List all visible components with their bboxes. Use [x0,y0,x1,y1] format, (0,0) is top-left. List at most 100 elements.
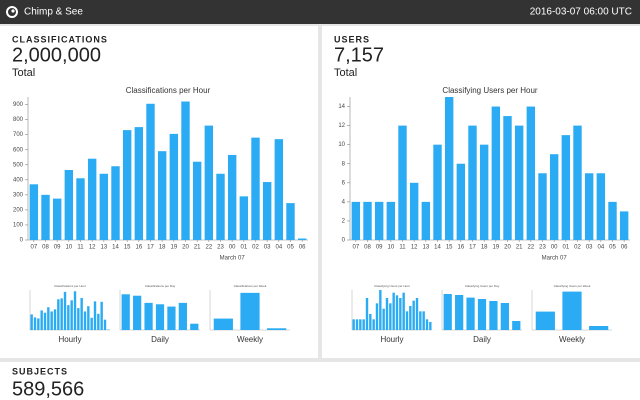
x-tick-label: 22 [205,245,212,251]
mini-bar [362,319,365,330]
y-tick-label: 10 [338,142,345,148]
bar [169,133,179,240]
panel-total: 7,157 [334,44,384,66]
y-tick-label: 0 [342,238,346,244]
mini-bar [57,299,60,330]
mini-bar [70,300,73,330]
mini-bar [90,317,93,330]
x-tick-label: 05 [287,245,294,251]
mini-bar [80,298,83,330]
mini-bar [429,322,432,330]
mini-title: Classifications per Week [234,284,267,288]
x-tick-label: 16 [457,245,464,251]
mini-bar [455,295,464,330]
bar [433,144,442,240]
mini-bar [412,300,415,330]
x-tick-label: 00 [551,245,558,251]
x-tick-label: 08 [42,245,49,251]
x-tick-label: 02 [252,245,259,251]
mini-bar [385,298,389,330]
x-tick-label: 20 [504,245,511,251]
y-tick-label: 0 [20,238,24,244]
bar [398,125,407,240]
x-annotation: March 07 [542,256,568,262]
bar [561,135,571,240]
x-tick-label: 11 [77,245,84,251]
bar [157,151,167,240]
bar [87,158,97,240]
bar [409,182,419,240]
bar [608,201,617,240]
bar [584,173,594,240]
subjects-total: 589,566 [12,378,84,400]
mini-bar [67,305,70,330]
x-tick-label: 05 [609,245,616,251]
mini-bar [382,308,385,330]
mini-bar [512,321,521,330]
mini-bar [267,328,287,330]
x-tick-label: 18 [481,245,488,251]
mini-bar [43,312,47,330]
panel-label: CLASSIFICATIONS [12,34,108,44]
x-tick-label: 02 [574,245,581,251]
x-tick-label: 19 [492,245,499,251]
bar [526,106,536,241]
mini-title: Classifications per Hour [54,284,86,288]
bar [514,125,524,240]
y-tick-label: 700 [13,132,24,138]
top-bar [0,0,640,24]
bar [227,154,237,240]
bar [503,116,512,240]
mini-bar [50,311,53,330]
bar [363,201,372,240]
mini-bar [97,313,100,330]
mini-bar [500,303,509,330]
bar [421,201,431,240]
x-tick-label: 03 [264,245,271,251]
bar [239,196,249,240]
x-tick-label: 13 [100,245,107,251]
x-tick-label: 09 [54,245,61,251]
x-tick-label: 00 [229,245,236,251]
subjects-label: SUBJECTS [12,366,68,376]
bar [538,173,547,240]
panel-total: 2,000,000 [12,44,101,66]
x-tick-label: 01 [562,245,569,251]
bar [297,238,307,240]
mini-bar [389,303,392,330]
mini-bar [477,299,487,330]
chart-title: Classifications per Hour [126,86,211,95]
mini-bar [352,319,355,330]
mini-bar [60,298,63,330]
mini-bar [359,319,362,330]
x-tick-label: 11 [399,245,406,251]
x-tick-label: 04 [275,245,282,251]
mini-bar [240,292,260,330]
x-tick-label: 23 [217,245,224,251]
mini-bar [375,303,379,330]
logo[interactable] [6,6,18,18]
x-tick-label: 19 [170,245,177,251]
mini-label: Weekly [559,335,585,344]
mini-bar [73,291,77,330]
app-title[interactable]: Chimp & See [24,7,83,18]
mini-bar [33,317,37,330]
bar [181,101,190,240]
y-tick-label: 6 [342,180,346,186]
bar [134,127,144,240]
x-tick-label: 12 [411,245,418,251]
x-tick-label: 21 [194,245,201,251]
x-tick-label: 15 [124,245,131,251]
y-tick-label: 12 [338,123,345,129]
total-label: Total [334,67,357,79]
mini-bar [37,318,40,330]
y-tick-label: 8 [342,161,346,167]
mini-bar [399,298,402,330]
mini-bar [103,319,107,330]
bar [374,201,384,240]
mini-bar [63,291,67,330]
mini-bar [589,326,609,330]
bar [122,130,132,240]
mini-bar [155,304,165,330]
